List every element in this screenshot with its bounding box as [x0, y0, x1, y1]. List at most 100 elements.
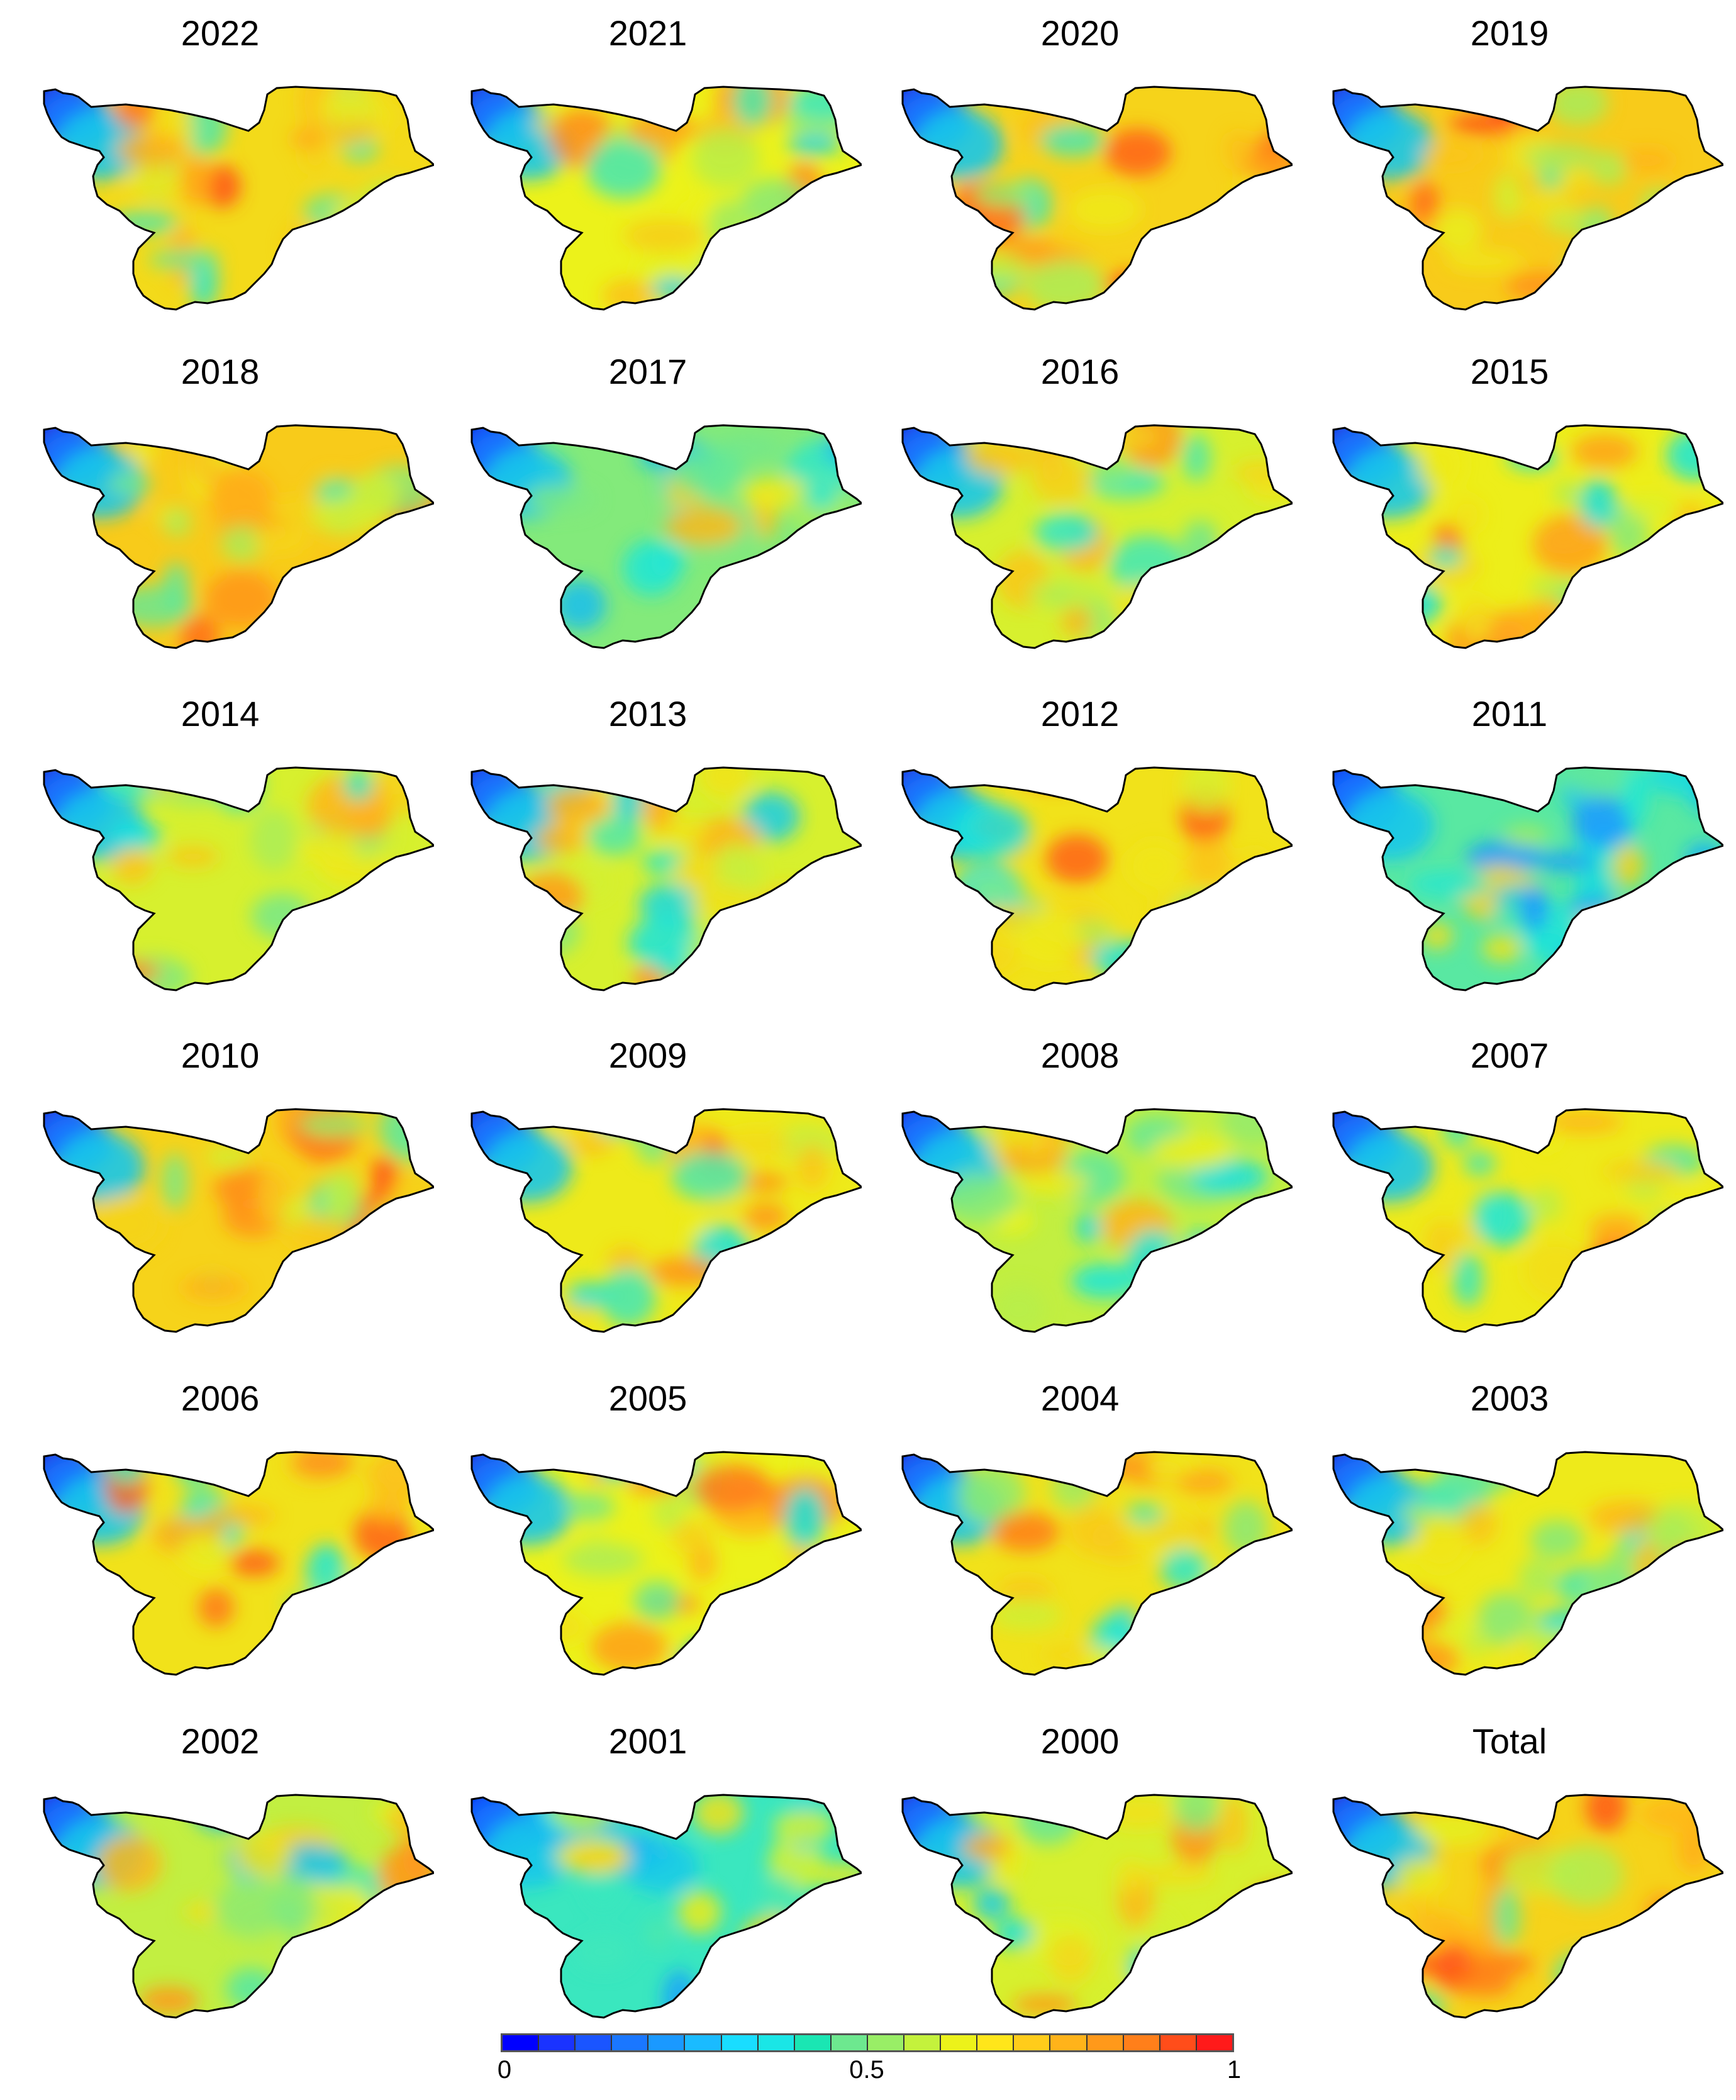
panel-title: 2004 [1040, 1378, 1120, 1418]
basin-boundary [1332, 1794, 1723, 2019]
panel-title: Total [1472, 1721, 1547, 1761]
panel-title: 2005 [608, 1378, 687, 1418]
map-panel-2020: 2020 [884, 13, 1293, 327]
map-panel-2015: 2015 [1315, 351, 1723, 666]
panel-title: 2002 [181, 1721, 260, 1761]
basin-map [1332, 1108, 1723, 1333]
basin-map [901, 766, 1293, 991]
colorbar-swatch [904, 2035, 942, 2050]
map-panel-2011: 2011 [1315, 693, 1723, 1008]
map-panel-2001: 2001 [453, 1721, 862, 2035]
colorbar-swatch [831, 2035, 868, 2050]
basin-boundary [470, 1794, 862, 2019]
basin-map [1332, 766, 1723, 991]
map-panel-2007: 2007 [1315, 1035, 1723, 1349]
basin-boundary [901, 86, 1293, 311]
map-panel-2019: 2019 [1315, 13, 1723, 327]
panel-title: 2009 [608, 1036, 687, 1075]
basin-boundary [1332, 424, 1723, 649]
basin-boundary [901, 1451, 1293, 1676]
basin-map [470, 1108, 862, 1333]
colorbar-swatch [1160, 2035, 1197, 2050]
basin-boundary [470, 766, 862, 991]
panel-title: 2001 [608, 1721, 687, 1761]
map-panel-2000: 2000 [884, 1721, 1293, 2035]
basin-map [43, 766, 434, 991]
map-panel-2013: 2013 [453, 693, 862, 1008]
basin-map [43, 86, 434, 311]
panel-title: 2011 [1471, 694, 1548, 734]
basin-boundary [1332, 1451, 1723, 1676]
basin-map [1332, 86, 1723, 311]
panel-title: 2016 [1040, 352, 1120, 391]
colorbar-swatch [867, 2035, 905, 2050]
colorbar-max-label: 1 [1227, 2056, 1242, 2084]
colorbar-swatch [721, 2035, 759, 2050]
map-panel-2003: 2003 [1315, 1378, 1723, 1692]
map-panel-2006: 2006 [25, 1378, 434, 1692]
colorbar-swatch [539, 2035, 576, 2050]
map-panel-2005: 2005 [453, 1378, 862, 1692]
basin-boundary [43, 424, 434, 649]
basin-boundary [901, 424, 1293, 649]
basin-map [901, 1451, 1293, 1676]
panel-title: 2022 [181, 13, 260, 53]
panel-title: 2019 [1470, 13, 1549, 53]
basin-map [470, 766, 862, 991]
panel-title: 2012 [1040, 694, 1120, 734]
basin-boundary [470, 1451, 862, 1676]
map-panel-2022: 2022 [25, 13, 434, 327]
basin-map [43, 424, 434, 649]
colorbar-swatch [1014, 2035, 1051, 2050]
basin-boundary [1332, 86, 1723, 311]
map-panel-2012: 2012 [884, 693, 1293, 1008]
colorbar-swatch [1196, 2035, 1232, 2050]
colorbar [501, 2033, 1234, 2052]
panel-title: 2014 [181, 694, 260, 734]
basin-boundary [901, 1108, 1293, 1333]
map-panel-2021: 2021 [453, 13, 862, 327]
map-panel-2009: 2009 [453, 1035, 862, 1349]
basin-map [901, 424, 1293, 649]
basin-boundary [43, 1108, 434, 1333]
colorbar-swatch [685, 2035, 722, 2050]
basin-boundary [1332, 766, 1723, 991]
colorbar-mid-label: 0.5 [849, 2056, 884, 2084]
basin-boundary [43, 1794, 434, 2019]
basin-map [1332, 1794, 1723, 2019]
panel-title: 2008 [1040, 1036, 1120, 1075]
map-panel-2010: 2010 [25, 1035, 434, 1349]
colorbar-swatch [977, 2035, 1015, 2050]
map-panel-2008: 2008 [884, 1035, 1293, 1349]
basin-map [901, 1794, 1293, 2019]
colorbar-swatch [648, 2035, 686, 2050]
basin-boundary [901, 1794, 1293, 2019]
panel-title: 2000 [1040, 1721, 1120, 1761]
colorbar-swatch [794, 2035, 832, 2050]
colorbar-swatch [1087, 2035, 1124, 2050]
colorbar-swatch [941, 2035, 978, 2050]
panel-title: 2007 [1470, 1036, 1549, 1075]
basin-map [470, 1451, 862, 1676]
basin-map [470, 1794, 862, 2019]
basin-map [901, 86, 1293, 311]
colorbar-swatch [1123, 2035, 1160, 2050]
basin-map [470, 86, 862, 311]
basin-map [901, 1108, 1293, 1333]
basin-boundary [470, 1108, 862, 1333]
map-panel-2002: 2002 [25, 1721, 434, 2035]
panel-title: 2015 [1470, 352, 1549, 391]
panel-title: 2010 [181, 1036, 260, 1075]
panel-title: 2003 [1470, 1378, 1549, 1418]
basin-boundary [43, 86, 434, 311]
basin-map [470, 424, 862, 649]
colorbar-swatch [576, 2035, 613, 2050]
basin-boundary [43, 1451, 434, 1676]
basin-boundary [901, 766, 1293, 991]
colorbar-swatch [1050, 2035, 1088, 2050]
colorbar-swatch [612, 2035, 649, 2050]
panel-title: 2017 [608, 352, 687, 391]
basin-map [43, 1108, 434, 1333]
colorbar-swatch [503, 2035, 540, 2050]
